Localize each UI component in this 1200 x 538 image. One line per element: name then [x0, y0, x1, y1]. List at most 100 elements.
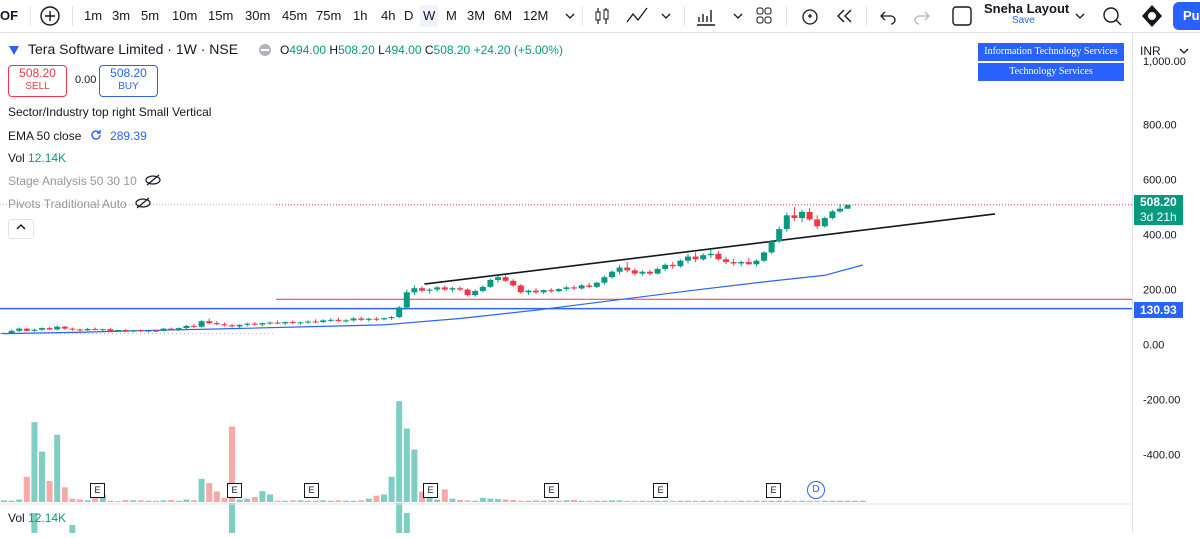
interval-30m[interactable]: 30m	[245, 8, 271, 23]
layout-save[interactable]: Save	[1012, 15, 1035, 26]
templates-icon[interactable]	[752, 4, 776, 28]
replay-icon[interactable]	[832, 4, 856, 28]
interval-4h[interactable]: 4h	[381, 8, 396, 23]
volume-bar	[829, 500, 836, 502]
interval-45m[interactable]: 45m	[282, 8, 308, 23]
volume-bar	[464, 500, 471, 502]
earnings-mark[interactable]: E	[90, 483, 105, 498]
symbol-search-cut[interactable]: OF	[0, 8, 19, 23]
buy-button[interactable]: 508.20 BUY	[99, 65, 158, 97]
volume-bar	[244, 498, 251, 502]
earnings-mark[interactable]: E	[227, 483, 242, 498]
interval-d[interactable]: D	[404, 8, 414, 23]
sell-button[interactable]: 508.20 SELL	[8, 65, 67, 97]
volume-bar	[555, 500, 562, 502]
volume-bar	[814, 500, 821, 502]
earnings-mark[interactable]: E	[423, 483, 438, 498]
chevron-down-icon[interactable]	[654, 4, 678, 28]
volume-bar	[571, 499, 577, 502]
candle	[593, 282, 600, 287]
chevron-down-icon[interactable]	[726, 4, 750, 28]
interval-6m[interactable]: 6M	[494, 8, 513, 23]
earnings-mark[interactable]: E	[653, 483, 668, 498]
candle	[601, 277, 608, 283]
ema-label: EMA 50 close	[8, 129, 82, 143]
volume-bar	[662, 500, 669, 502]
volume-bar	[677, 500, 684, 502]
volume-bar	[84, 500, 91, 502]
candle	[213, 323, 220, 325]
volume-bar	[145, 500, 152, 502]
interval-15m[interactable]: 15m	[208, 8, 234, 23]
candle	[130, 330, 137, 332]
interval-1m[interactable]: 1m	[84, 8, 103, 23]
layout-square-icon[interactable]	[950, 4, 974, 28]
volume-bar	[69, 498, 76, 502]
interval-75m[interactable]: 75m	[316, 8, 342, 23]
ema-value: 289.39	[110, 129, 147, 143]
interval-5m[interactable]: 5m	[141, 8, 160, 23]
interval-3m[interactable]: 3M	[467, 8, 486, 23]
interval-w[interactable]: W	[420, 5, 439, 27]
volume-bar	[251, 496, 258, 502]
stage-analysis-indicator[interactable]: Stage Analysis 50 30 10	[8, 174, 162, 188]
candle	[183, 325, 190, 329]
alert-icon[interactable]	[798, 4, 822, 28]
earnings-mark[interactable]: E	[304, 483, 319, 498]
layout-name[interactable]: Sneha Layout	[984, 1, 1070, 16]
chart-pane[interactable]	[0, 33, 1132, 533]
interval-m[interactable]: M	[446, 8, 457, 23]
candle	[137, 330, 144, 332]
indicators-icon[interactable]	[625, 4, 649, 28]
high-value: 508.20	[338, 43, 375, 57]
hidden-eye-icon[interactable]	[144, 174, 162, 186]
volume-bar	[130, 500, 137, 502]
compare-icon[interactable]	[694, 4, 718, 28]
earnings-mark[interactable]: E	[766, 483, 781, 498]
volume-bar	[700, 500, 707, 502]
add-symbol-icon[interactable]	[38, 4, 62, 28]
settings-icon[interactable]	[1140, 4, 1164, 28]
quick-search-icon[interactable]	[1100, 4, 1124, 28]
trendline	[424, 213, 996, 285]
interval-1h[interactable]: 1h	[353, 8, 368, 23]
price-axis[interactable]: 800.00 600.00 400.00 200.00 0.00 -200.00 -400.…	[1132, 33, 1200, 533]
chevron-down-icon[interactable]	[1178, 45, 1190, 57]
hidden-eye-icon[interactable]	[134, 197, 152, 209]
volume-bar	[69, 525, 76, 533]
dividend-mark[interactable]: D	[807, 481, 825, 499]
candles-icon[interactable]	[590, 4, 614, 28]
candle	[426, 289, 433, 291]
interval-dropdown-icon[interactable]	[558, 4, 582, 28]
currency-label[interactable]: INR	[1140, 44, 1161, 58]
publish-button[interactable]: Pu	[1173, 2, 1200, 30]
volume-bar	[373, 495, 380, 502]
sector-indicator-label[interactable]: Sector/Industry top right Small Vertical	[8, 105, 212, 119]
volume-bar	[730, 500, 737, 502]
buy-label: BUY	[118, 81, 139, 92]
volume-indicator[interactable]: Vol 12.14K	[8, 151, 66, 165]
collapse-legend-button[interactable]	[8, 219, 34, 239]
volume-bar	[403, 513, 410, 533]
symbol-title[interactable]: Tera Software Limited · 1W · NSE	[28, 41, 239, 57]
volume-bar	[61, 487, 68, 502]
volume-bar	[327, 500, 334, 502]
volume-bar	[806, 500, 813, 502]
volume-pane-legend[interactable]: Vol 12.14K	[8, 511, 66, 525]
redo-icon[interactable]	[910, 4, 934, 28]
volume-bar	[343, 500, 349, 502]
buy-price: 508.20	[110, 66, 147, 80]
earnings-mark[interactable]: E	[544, 483, 559, 498]
interval-3m[interactable]: 3m	[112, 8, 131, 23]
interval-12m[interactable]: 12M	[523, 8, 549, 23]
ema-indicator[interactable]: EMA 50 close 289.39	[8, 128, 147, 143]
undo-icon[interactable]	[876, 4, 900, 28]
pivots-indicator[interactable]: Pivots Traditional Auto	[8, 197, 152, 211]
interval-10m[interactable]: 10m	[172, 8, 198, 23]
volume-bar	[236, 499, 243, 502]
candle	[419, 288, 425, 291]
volume-bar	[213, 491, 220, 502]
chevron-down-icon[interactable]	[1068, 4, 1092, 28]
volume-bar	[502, 499, 509, 502]
candle	[616, 267, 623, 272]
